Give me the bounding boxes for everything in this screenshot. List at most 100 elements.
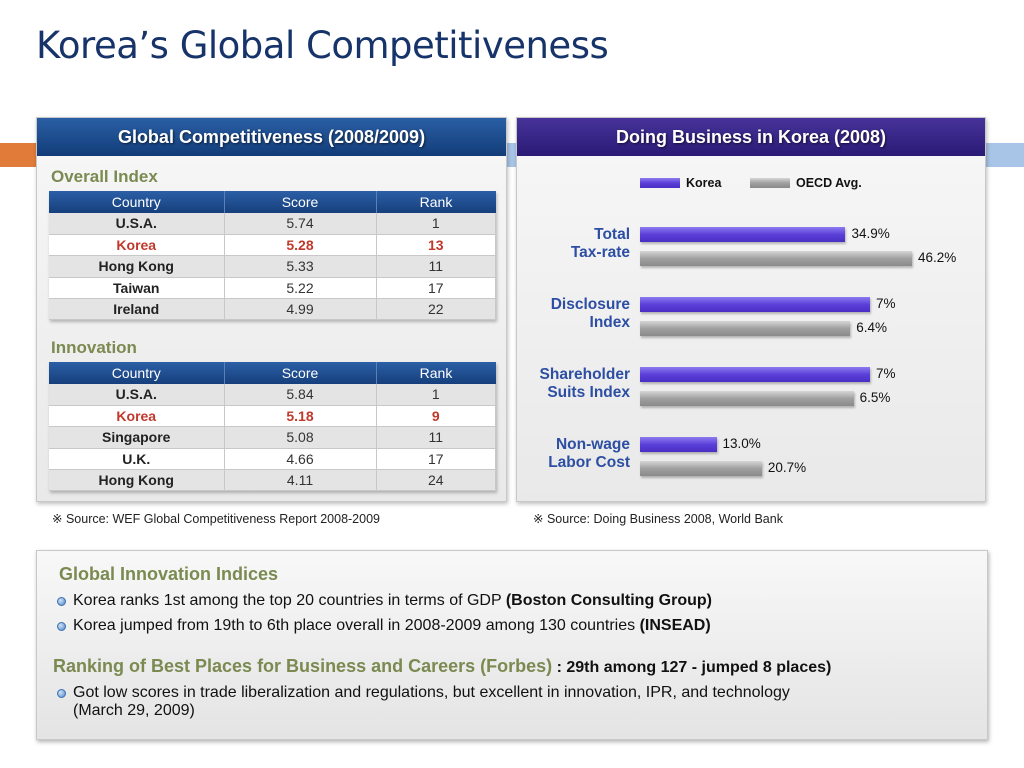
accent-bar-middle bbox=[506, 143, 516, 167]
forbes-heading-title: Ranking of Best Places for Business and … bbox=[53, 656, 553, 676]
category-label: Disclosure Index bbox=[500, 296, 630, 332]
category-label-line: Disclosure bbox=[550, 296, 630, 313]
country-cell: U.K. bbox=[49, 448, 225, 471]
column-header: Country bbox=[49, 191, 225, 213]
category-label: Total Tax-rate bbox=[500, 226, 630, 262]
category-label: Non-wage Labor Cost bbox=[500, 436, 630, 472]
table-header-row: Country Score Rank bbox=[49, 362, 496, 384]
country-cell: Korea bbox=[49, 234, 225, 257]
bullet-item: Got low scores in trade liberalization a… bbox=[57, 684, 790, 720]
table-header-row: Country Score Rank bbox=[49, 191, 496, 213]
country-cell: Hong Kong bbox=[49, 255, 225, 278]
bar-value-oecd: 6.5% bbox=[859, 390, 891, 405]
country-cell: Hong Kong bbox=[49, 469, 225, 492]
bullet-item: Korea jumped from 19th to 6th place over… bbox=[57, 617, 711, 635]
table-row: U.S.A. 5.84 1 bbox=[49, 384, 496, 406]
rank-cell: 17 bbox=[376, 448, 496, 471]
bar-oecd bbox=[640, 321, 851, 336]
table-row: Taiwan 5.22 17 bbox=[49, 277, 496, 300]
score-cell: 5.74 bbox=[224, 213, 377, 235]
bullet-text: Korea jumped from 19th to 6th place over… bbox=[73, 617, 711, 635]
forbes-heading-suffix: : 29th among 127 - jumped 8 places) bbox=[552, 659, 832, 676]
panel-header: Doing Business in Korea (2008) bbox=[517, 118, 985, 156]
score-cell: 5.08 bbox=[224, 426, 377, 449]
score-cell: 5.22 bbox=[224, 277, 377, 300]
column-header: Score bbox=[224, 362, 377, 384]
rank-cell: 13 bbox=[376, 234, 496, 257]
column-header: Score bbox=[224, 191, 377, 213]
rank-cell: 1 bbox=[376, 213, 496, 235]
bullet-text: Got low scores in trade liberalization a… bbox=[73, 684, 790, 720]
rank-cell: 17 bbox=[376, 277, 496, 300]
overall-index-title: Overall Index bbox=[51, 167, 158, 186]
table-row: Hong Kong 4.11 24 bbox=[49, 469, 496, 492]
bar-oecd bbox=[640, 391, 854, 406]
score-cell: 4.66 bbox=[224, 448, 377, 471]
column-header: Rank bbox=[376, 362, 496, 384]
overall-index-table: Country Score Rank U.S.A. 5.74 1 Korea 5… bbox=[49, 191, 496, 321]
accent-bar-left bbox=[0, 143, 36, 167]
legend-label-korea: Korea bbox=[686, 176, 722, 190]
bullet-text-line2: (March 29, 2009) bbox=[73, 702, 195, 719]
bar-oecd bbox=[640, 461, 762, 476]
page-title: Korea’s Global Competitiveness bbox=[36, 24, 609, 67]
category-label-line: Non-wage bbox=[555, 436, 630, 453]
bar-value-oecd: 46.2% bbox=[918, 250, 957, 265]
source-left: ※ Source: WEF Global Competitiveness Rep… bbox=[52, 512, 380, 526]
bullet-text-line1: Got low scores in trade liberalization a… bbox=[73, 684, 790, 701]
score-cell: 4.99 bbox=[224, 298, 377, 321]
table-row: U.K. 4.66 17 bbox=[49, 448, 496, 471]
category-label-line: Labor Cost bbox=[548, 454, 630, 471]
score-cell: 5.84 bbox=[224, 384, 377, 406]
bar-korea bbox=[640, 227, 846, 242]
column-header: Rank bbox=[376, 191, 496, 213]
table-row: Ireland 4.99 22 bbox=[49, 298, 496, 321]
score-cell: 5.28 bbox=[224, 234, 377, 257]
country-cell: U.S.A. bbox=[49, 384, 225, 406]
bullet-text-plain: Korea jumped from 19th to 6th place over… bbox=[73, 617, 640, 634]
rank-cell: 1 bbox=[376, 384, 496, 406]
legend-swatch-oecd bbox=[750, 178, 790, 188]
table-row-highlighted: Korea 5.18 9 bbox=[49, 405, 496, 428]
bullet-icon bbox=[57, 622, 66, 631]
source-right: ※ Source: Doing Business 2008, World Ban… bbox=[533, 512, 783, 526]
country-cell: U.S.A. bbox=[49, 213, 225, 235]
bullet-icon bbox=[57, 597, 66, 606]
table-row: Singapore 5.08 11 bbox=[49, 426, 496, 449]
category-label: Shareholder Suits Index bbox=[500, 366, 630, 402]
column-header: Country bbox=[49, 362, 225, 384]
legend-oecd: OECD Avg. bbox=[750, 176, 862, 190]
bar-value-oecd: 20.7% bbox=[767, 460, 807, 475]
country-cell: Korea bbox=[49, 405, 225, 428]
bullet-item: Korea ranks 1st among the top 20 countri… bbox=[57, 592, 712, 610]
score-cell: 4.11 bbox=[224, 469, 377, 492]
bullet-text-bold: (INSEAD) bbox=[639, 617, 711, 634]
category-label-line: Suits Index bbox=[547, 384, 630, 401]
bar-korea bbox=[640, 437, 717, 452]
bar-value-oecd: 6.4% bbox=[856, 320, 888, 335]
bar-value-korea: 34.9% bbox=[851, 226, 890, 241]
bar-value-korea: 7% bbox=[876, 366, 896, 381]
legend-label-oecd: OECD Avg. bbox=[796, 176, 862, 190]
table-row: U.S.A. 5.74 1 bbox=[49, 213, 496, 235]
legend-korea: Korea bbox=[640, 176, 721, 190]
summary-panel: Global Innovation Indices Korea ranks 1s… bbox=[36, 550, 988, 740]
global-innovation-heading: Global Innovation Indices bbox=[59, 564, 279, 584]
country-cell: Singapore bbox=[49, 426, 225, 449]
rank-cell: 11 bbox=[376, 426, 496, 449]
category-label-line: Index bbox=[589, 314, 630, 331]
category-label-line: Shareholder bbox=[539, 366, 630, 383]
category-label-line: Tax-rate bbox=[570, 244, 630, 261]
score-cell: 5.18 bbox=[224, 405, 377, 428]
innovation-title: Innovation bbox=[51, 338, 137, 357]
bullet-text-bold: (Boston Consulting Group) bbox=[505, 592, 712, 609]
rank-cell: 9 bbox=[376, 405, 496, 428]
bar-value-korea: 13.0% bbox=[722, 436, 761, 451]
rank-cell: 22 bbox=[376, 298, 496, 321]
bar-value-korea: 7% bbox=[876, 296, 896, 311]
panel-header: Global Competitiveness (2008/2009) bbox=[37, 118, 506, 156]
bar-korea bbox=[640, 297, 870, 312]
category-label-line: Total bbox=[594, 226, 630, 243]
accent-bar-right bbox=[986, 143, 1024, 167]
legend-swatch-korea bbox=[640, 178, 680, 188]
